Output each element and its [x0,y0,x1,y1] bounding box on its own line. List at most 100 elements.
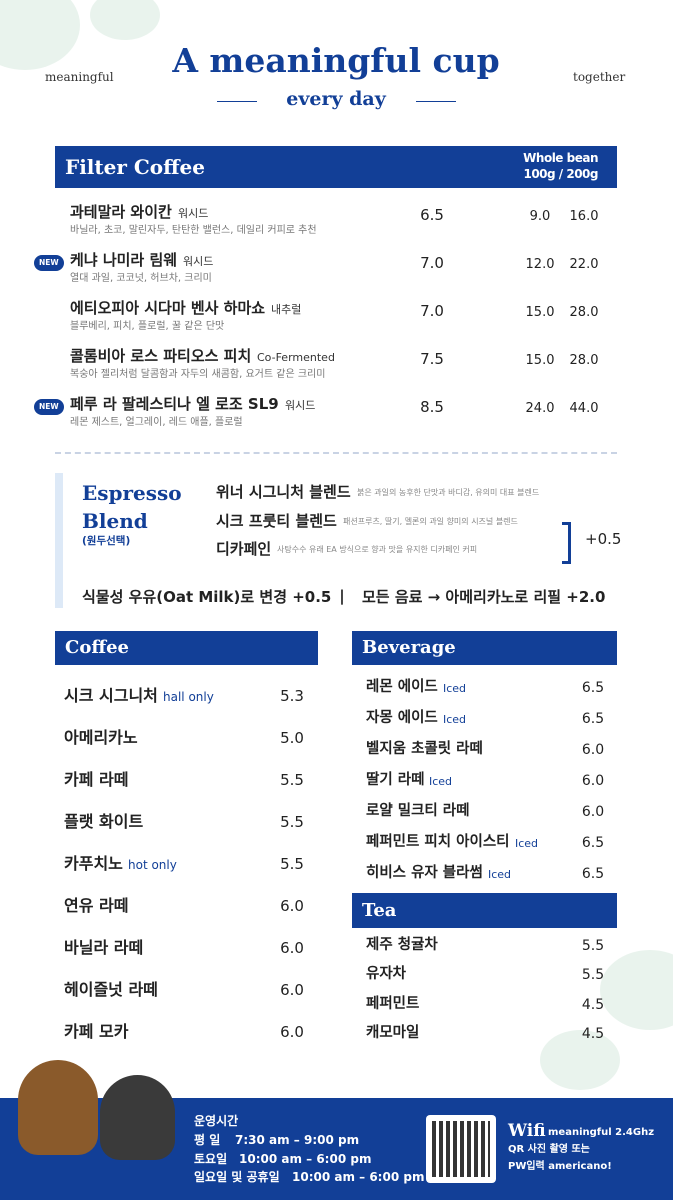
item-name: 레몬 에이드 [366,679,438,695]
item-name: 플랫 화이트 [64,812,144,831]
item-name: 바닐라 라떼 [64,938,144,957]
item-name: 로얄 밀크티 라떼 [366,803,470,819]
item-desc: 바닐라, 초코, 말린자두, 탄탄한 밸런스, 데일리 커피로 추천 [70,225,317,236]
item-price: 6.0 [280,939,304,957]
hours-day: 일요일 및 공휴일 [194,1170,280,1184]
item-name: 딸기 라떼 [366,772,425,788]
dog-illustration [100,1075,175,1160]
wifi-line: QR 사진 촬영 또는 [508,1144,590,1155]
item-price: 5.0 [280,729,304,747]
espresso-accent [55,473,63,608]
item-price: 5.5 [280,813,304,831]
hours-day: 평 일 [194,1133,221,1147]
item-price-100g: 15.0 [525,305,555,320]
item-price: 6.5 [581,680,605,696]
hours-time: 10:00 am – 6:00 pm [239,1151,372,1166]
item-name: 자몽 에이드 [366,710,438,726]
item-price: 4.5 [581,996,605,1013]
item-name: 에티오피아 시다마 벤사 하마쇼 [70,299,266,317]
item-name: 캐모마일 [366,1024,420,1041]
item-tag: 내추럴 [271,303,302,316]
column-header: Whole bean [523,151,598,165]
item-price: 5.3 [280,687,304,705]
item-price: 5.5 [280,771,304,789]
item-price: 6.5 [581,866,605,882]
item-name: 히비스 유자 블라썸 [366,865,483,881]
item-price: 6.0 [581,742,605,758]
section-title: Beverage [362,637,456,658]
espresso-title: Blend [82,509,148,533]
item-name: 과테말라 와이칸 [70,203,172,221]
item-name: 카페 모카 [64,1022,129,1041]
item-tag: Iced [488,868,512,881]
item-name: 페루 라 팔레스티나 엘 로조 SL9 [70,395,279,413]
section-bar [55,146,617,188]
item-tag: Iced [443,713,467,726]
item-name: 콜롬비아 로스 파티오스 피치 [70,347,252,365]
divider [55,452,617,454]
item-price: 5.5 [581,938,605,954]
new-badge: NEW [34,255,64,271]
item-name: 페퍼민트 피치 아이스티 [366,834,510,850]
item-name: 연유 라떼 [64,896,129,915]
subtitle-rule [416,101,456,102]
section-title: Filter Coffee [65,155,205,179]
item-price-200g: 22.0 [569,257,599,272]
blend-desc: 붉은 과일의 농후한 단맛과 바디감, 유의미 대표 블렌드 [357,488,540,497]
item-price: 6.0 [581,804,605,820]
item-desc: 블루베리, 피치, 플로럴, 꿀 같은 단맛 [70,321,225,332]
item-price-100g: 24.0 [525,401,555,416]
header-subtitle: every day [286,88,386,110]
item-price-100g: 12.0 [525,257,555,272]
qr-code [426,1115,496,1183]
item-name: 헤이즐넛 라떼 [64,980,158,999]
item-name: 케냐 나미라 림웨 [70,251,178,269]
qr-pattern [432,1121,490,1177]
leaf-decoration [540,1030,620,1090]
item-tag: hall only [163,690,214,704]
option-text: 모든 음료 → 아메리카노로 리필 +2.0 [362,588,606,606]
wifi-name: meaningful 2.4Ghz [548,1127,655,1138]
item-desc: 복숭아 젤리처럼 달콤함과 자두의 새콤함, 요거트 같은 크리미 [70,369,326,380]
item-price: 4.5 [581,1025,605,1042]
item-tag: 워시드 [183,255,214,268]
item-tag: Iced [515,837,539,850]
espresso-subtitle: (원두선택) [82,535,131,547]
item-name: 카페 라떼 [64,770,129,789]
item-price: 6.0 [280,897,304,915]
section-title: Coffee [65,637,130,658]
blend-desc: 사탕수수 유래 EA 방식으로 향과 맛을 유지한 디카페인 커피 [277,545,478,554]
hours-title: 운영시간 [194,1114,239,1128]
item-price-100g: 9.0 [529,209,551,224]
option-separator: | [339,587,345,605]
item-price: 7.5 [420,350,444,368]
item-price-200g: 28.0 [569,353,599,368]
leaf-decoration [600,950,673,1030]
item-price-200g: 16.0 [569,209,599,224]
item-price: 6.0 [280,981,304,999]
item-name: 카푸치노 [64,854,123,873]
item-price: 6.0 [280,1023,304,1041]
item-price-200g: 44.0 [569,401,599,416]
item-name: 제주 청귤차 [366,937,438,953]
wifi-line: PW입력 americano! [508,1161,612,1172]
column-header: 100g / 200g [523,167,598,181]
bracket [562,522,571,564]
section-bar [352,631,617,665]
header-title: A meaningful cup [172,41,500,80]
espresso-title: Espresso [82,481,182,505]
hours-day: 토요일 [194,1151,228,1166]
section-bar [352,893,617,928]
item-tag: 워시드 [178,207,209,220]
item-name: 시크 시그니처 [64,686,158,705]
leaf-decoration [90,0,160,40]
dog-illustration [18,1060,98,1155]
espresso-extra: +0.5 [585,530,622,548]
new-badge: NEW [34,399,64,415]
item-tag: 워시드 [285,399,316,412]
item-price: 6.5 [581,711,605,727]
item-desc: 레몬 제스트, 얼그레이, 레드 애플, 플로럴 [70,417,243,428]
header-right: together [573,70,626,84]
item-tag: hot only [128,858,177,872]
blend-desc: 패션프루츠, 딸기, 멜론의 과일 향미의 시즈널 블렌드 [343,516,518,526]
